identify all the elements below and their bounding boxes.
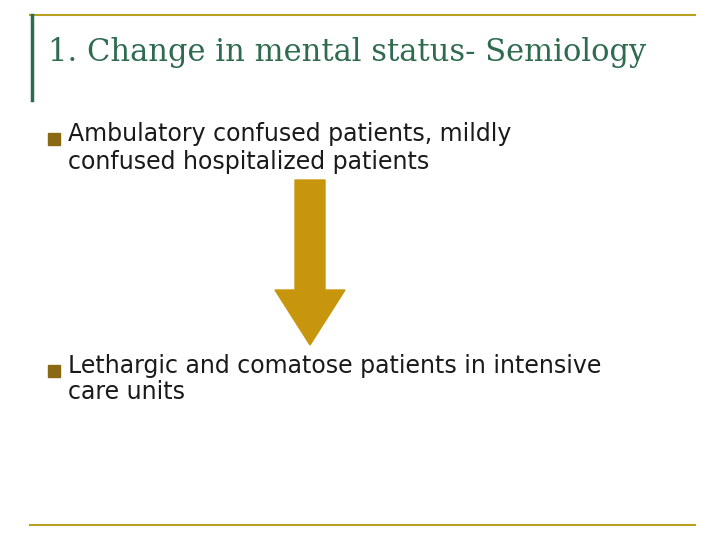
Text: Lethargic and comatose patients in intensive: Lethargic and comatose patients in inten…: [68, 354, 601, 378]
Bar: [48, 365, 60, 377]
Text: 1. Change in mental status- Semiology: 1. Change in mental status- Semiology: [48, 37, 647, 68]
Text: confused hospitalized patients: confused hospitalized patients: [68, 150, 429, 174]
Polygon shape: [275, 180, 345, 345]
Bar: [48, 133, 60, 145]
Text: Ambulatory confused patients, mildly: Ambulatory confused patients, mildly: [68, 122, 511, 146]
Text: care units: care units: [68, 380, 185, 404]
